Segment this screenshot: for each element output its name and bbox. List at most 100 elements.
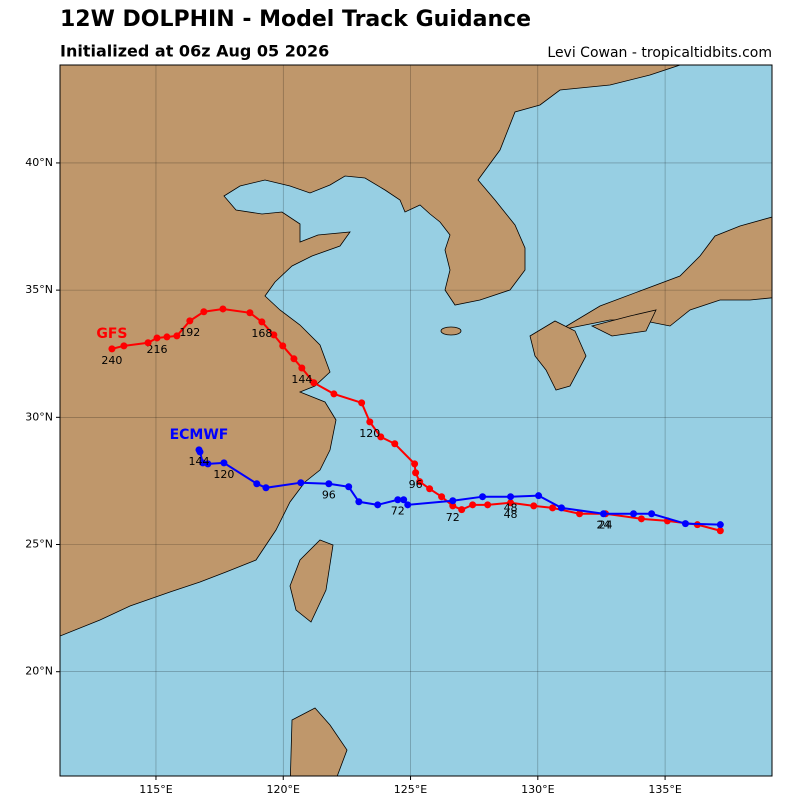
track-point [681, 520, 689, 528]
track-point [411, 460, 419, 468]
title: 12W DOLPHIN - Model Track Guidance [60, 7, 531, 32]
y-tick-label: 30°N [25, 410, 53, 423]
jeju [440, 326, 462, 336]
track-point [412, 469, 420, 477]
y-tick-label: 35°N [25, 283, 53, 296]
forecast-hour-label: 72 [391, 505, 405, 518]
tracks-layer: 24487296120144168192216240GFS24487296120… [96, 305, 724, 535]
japan-kyushu [529, 320, 587, 391]
y-tick-label: 25°N [25, 538, 53, 551]
track-point [484, 501, 492, 509]
forecast-hour-label: 120 [213, 468, 234, 481]
track-point [469, 501, 477, 509]
track-point [270, 331, 278, 339]
track-point [297, 479, 305, 487]
forecast-hour-label: 192 [179, 326, 200, 339]
track-point [345, 483, 353, 491]
track-point [391, 440, 399, 448]
japan-shikoku [590, 309, 657, 337]
forecast-hour-label: 48 [504, 508, 518, 521]
credit: Levi Cowan - tropicaltidbits.com [547, 45, 772, 61]
forecast-hour-label: 216 [146, 343, 167, 356]
track-point [108, 345, 116, 353]
forecast-hour-label: 168 [251, 327, 272, 340]
track-point [199, 459, 207, 467]
track-point [355, 498, 363, 506]
track-point [153, 334, 161, 342]
x-tick-label: 135°E [648, 783, 681, 796]
forecast-hour-label: 144 [188, 455, 209, 468]
track-point [186, 317, 194, 325]
track-point [648, 510, 656, 518]
forecast-hour-label: 24 [596, 519, 610, 532]
track-point [258, 318, 266, 326]
y-tick-label: 40°N [25, 156, 53, 169]
model-name-label: ECMWF [170, 427, 229, 443]
grid-layer [56, 65, 772, 780]
luzon [289, 707, 348, 776]
track-point [163, 333, 171, 341]
track-point [557, 504, 565, 512]
forecast-hour-label: 24 [599, 519, 613, 532]
track-point [458, 506, 466, 514]
x-tick-label: 115°E [139, 783, 172, 796]
track-point [416, 478, 424, 486]
y-tick-label: 20°N [25, 665, 53, 678]
track-point [549, 504, 557, 512]
track-point [253, 480, 261, 488]
x-tick-label: 120°E [267, 783, 300, 796]
forecast-hour-label: 96 [322, 489, 336, 502]
subtitle: Initialized at 06z Aug 05 2026 [60, 42, 329, 61]
track-point [507, 493, 515, 501]
forecast-hour-label: 48 [504, 502, 518, 515]
track-point [330, 390, 338, 398]
model-name-label: GFS [96, 326, 127, 342]
track-point [366, 418, 374, 426]
track-point [144, 339, 152, 347]
track-point [479, 493, 487, 501]
track-point [377, 433, 385, 441]
forecast-hour-label: 72 [446, 511, 460, 524]
forecast-hour-label: 96 [409, 478, 423, 491]
track-point [394, 496, 402, 504]
track-point [173, 332, 181, 340]
mainland [60, 65, 681, 637]
track-point [374, 501, 382, 509]
track-point [400, 496, 408, 504]
land [60, 65, 772, 776]
track-point [507, 499, 515, 507]
track-point [716, 527, 724, 535]
track-point [200, 308, 208, 316]
track-point [535, 492, 543, 500]
track-point [599, 510, 607, 518]
track-point [576, 510, 584, 518]
track-point [449, 497, 457, 505]
x-tick-label: 125°E [394, 783, 427, 796]
track-point [246, 309, 254, 317]
track-point [279, 342, 287, 350]
track-point [219, 305, 227, 313]
track-point [290, 355, 298, 363]
track-point [195, 446, 203, 454]
forecast-hour-label: 120 [359, 427, 380, 440]
forecast-hour-label: 240 [101, 354, 122, 367]
track-point [358, 399, 366, 407]
forecast-hour-label: 144 [291, 373, 312, 386]
track-point [120, 342, 128, 350]
track-point [637, 515, 645, 523]
track-point [530, 502, 538, 510]
x-tick-label: 130°E [521, 783, 554, 796]
taiwan [289, 539, 334, 623]
track-point [449, 502, 457, 510]
track-point [325, 480, 333, 488]
track-point [298, 364, 306, 372]
track-point [630, 510, 638, 518]
track-point [220, 459, 228, 467]
track-point [262, 484, 270, 492]
track-point [438, 493, 446, 501]
track-point [310, 379, 318, 387]
track-point [426, 485, 434, 493]
track-point [404, 501, 412, 509]
track-point [716, 521, 724, 529]
